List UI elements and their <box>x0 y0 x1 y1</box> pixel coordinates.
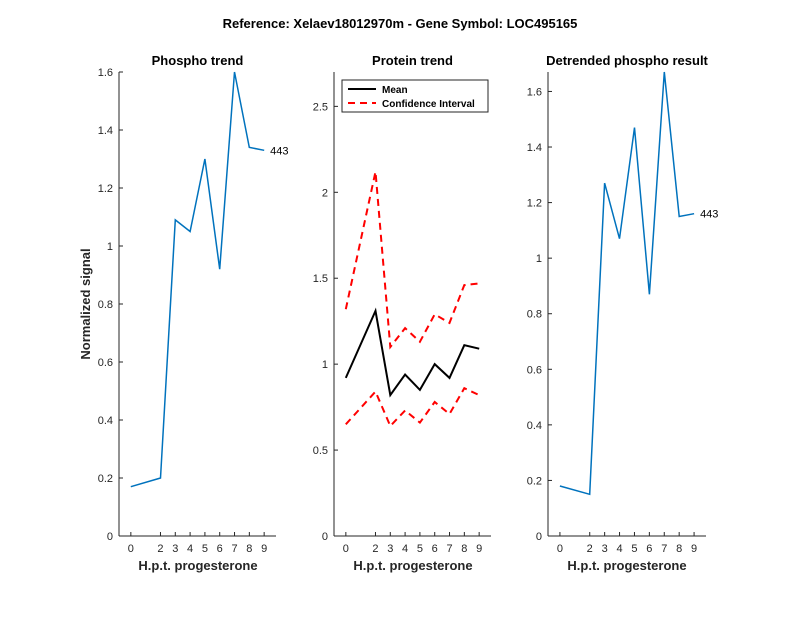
legend: Mean Confidence Interval <box>341 79 489 113</box>
x-tick-label: 0 <box>128 543 134 555</box>
y-tick-label: 0.5 <box>313 445 328 457</box>
x-tick-label: 2 <box>372 543 378 555</box>
y-tick-label: 1.6 <box>98 67 113 79</box>
x-tick-label: 6 <box>432 543 438 555</box>
y-tick-label: 1.2 <box>527 198 542 210</box>
series-end-label: 443 <box>270 145 288 157</box>
series-line-3 <box>345 386 480 428</box>
x-tick-label: 6 <box>646 543 652 555</box>
series-end-label: 443 <box>700 209 718 221</box>
chart-panel-3: 0 0.2 0.4 0.6 0.8 1 1.2 1.4 1.6 0 2 3 4 5 6 7 8 9 Detrende… <box>527 53 719 573</box>
series-line-2 <box>344 171 480 350</box>
y-tick-label: 1.4 <box>98 125 113 137</box>
x-tick-label: 0 <box>557 543 563 555</box>
chart-panel-1: 0 0.2 0.4 0.6 0.8 1 1.2 1.4 1.6 0 2 3 4 5 6 7 8 9 Phospho … <box>78 53 289 573</box>
x-tick-label: 9 <box>261 543 267 555</box>
x-tick-label: 5 <box>202 543 208 555</box>
x-tick-label: 7 <box>446 543 452 555</box>
y-tick-label: 0.2 <box>527 475 542 487</box>
x-tick-label: 9 <box>691 543 697 555</box>
x-tick-label: 8 <box>246 543 252 555</box>
y-tick-label: 1.2 <box>98 183 113 195</box>
figure-suptitle: Reference: Xelaev18012970m - Gene Symbol… <box>223 16 578 31</box>
x-tick-label: 3 <box>387 543 393 555</box>
x-tick-label: 7 <box>661 543 667 555</box>
y-tick-label: 1 <box>536 253 542 265</box>
x-tick-label: 0 <box>343 543 349 555</box>
x-tick-label: 2 <box>587 543 593 555</box>
chart-title: Protein trend <box>372 53 453 68</box>
y-tick-label: 0 <box>107 531 113 543</box>
x-tick-label: 4 <box>187 543 193 555</box>
y-tick-label: 0 <box>536 531 542 543</box>
legend-label: Confidence Interval <box>382 99 475 110</box>
y-tick-label: 0.4 <box>98 415 113 427</box>
y-tick-label: 1.4 <box>527 142 542 154</box>
x-tick-label: 5 <box>631 543 637 555</box>
x-tick-label: 9 <box>476 543 482 555</box>
y-tick-label: 2 <box>322 187 328 199</box>
x-tick-label: 2 <box>157 543 163 555</box>
y-tick-label: 1.5 <box>313 273 328 285</box>
x-tick-label: 4 <box>616 543 622 555</box>
x-tick-label: 8 <box>676 543 682 555</box>
x-tick-label: 4 <box>402 543 408 555</box>
chart-title: Detrended phospho result <box>546 53 708 68</box>
x-tick-label: 5 <box>417 543 423 555</box>
y-tick-label: 1 <box>107 241 113 253</box>
y-tick-label: 1 <box>322 359 328 371</box>
y-tick-label: 0.4 <box>527 420 542 432</box>
x-tick-label: 3 <box>172 543 178 555</box>
y-tick-label: 1.6 <box>527 86 542 98</box>
x-tick-label: 3 <box>602 543 608 555</box>
x-axis-label: H.p.t. progesterone <box>138 558 257 573</box>
y-tick-label: 0.8 <box>527 309 542 321</box>
series-line-1 <box>130 71 265 488</box>
y-tick-label: 0.6 <box>98 357 113 369</box>
x-tick-label: 7 <box>231 543 237 555</box>
y-tick-label: 0.2 <box>98 473 113 485</box>
y-tick-label: 0.6 <box>527 364 542 376</box>
y-tick-label: 0.8 <box>98 299 113 311</box>
legend-label: Mean <box>382 85 408 96</box>
y-tick-label: 2.5 <box>313 101 328 113</box>
x-tick-label: 6 <box>217 543 223 555</box>
legend-box <box>341 79 489 113</box>
x-axis-label: H.p.t. progesterone <box>353 558 472 573</box>
y-axis-label: Normalized signal <box>78 248 93 359</box>
series-line-1 <box>344 307 480 398</box>
chart-title: Phospho trend <box>152 53 244 68</box>
x-axis-label: H.p.t. progesterone <box>567 558 686 573</box>
series-line-1 <box>559 71 695 496</box>
x-tick-label: 8 <box>461 543 467 555</box>
y-tick-label: 0 <box>322 531 328 543</box>
